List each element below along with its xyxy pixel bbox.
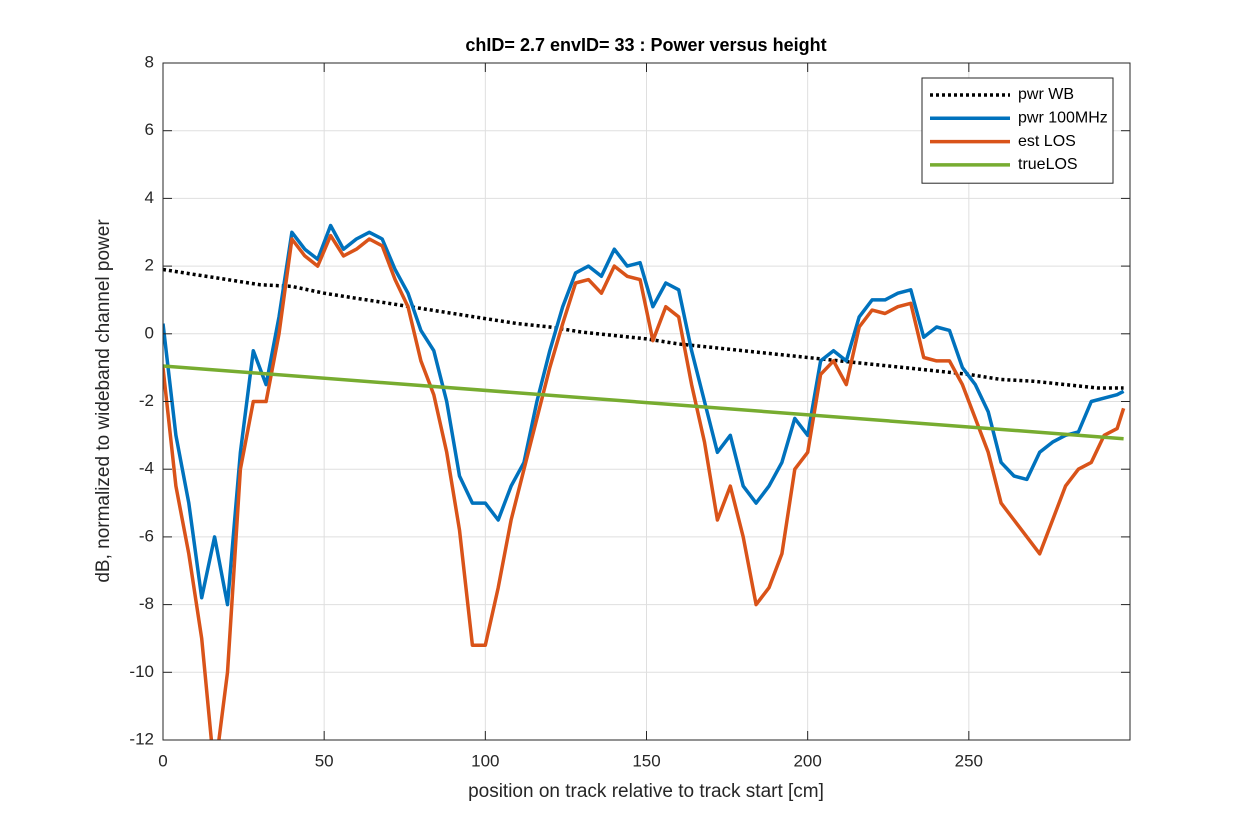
y-tick-label: 4 <box>145 188 154 207</box>
y-tick-label: -4 <box>139 459 154 478</box>
y-tick-label: -8 <box>139 594 154 613</box>
y-tick-label: 6 <box>145 120 154 139</box>
x-tick-label: 50 <box>315 751 334 770</box>
y-axis-label: dB, normalized to wideband channel power <box>93 219 114 583</box>
x-tick-label: 200 <box>793 751 821 770</box>
x-tick-label: 250 <box>955 751 983 770</box>
legend-label: est LOS <box>1018 133 1076 150</box>
data-line <box>163 233 1126 740</box>
x-tick-label: 150 <box>632 751 660 770</box>
legend: pwr WB pwr 100MHz est LOS trueLOS <box>921 77 1114 184</box>
lines <box>163 223 1126 740</box>
y-tick-label: -10 <box>129 662 154 681</box>
legend-box <box>921 77 1114 184</box>
data-line <box>163 267 1124 390</box>
legend-label: pwr WB <box>1018 86 1074 103</box>
y-tick-label: -12 <box>129 729 154 748</box>
ticks: -12 -10 -8 -6 -4 -2 0 2 4 6 8 0 50 100 150 200 250 <box>129 52 1130 770</box>
y-tick-label: 0 <box>145 323 154 342</box>
chart-title: chID= 2.7 envID= 33 : Power versus heigh… <box>465 35 826 55</box>
x-tick-label: 100 <box>471 751 499 770</box>
y-tick-label: 8 <box>145 52 154 71</box>
y-tick-label: -6 <box>139 526 154 545</box>
data-line <box>163 364 1124 441</box>
data-line <box>163 223 1125 607</box>
x-axis-label: position on track relative to track star… <box>468 781 824 802</box>
y-tick-label: 2 <box>145 256 154 275</box>
x-tick-label: 0 <box>158 751 167 770</box>
y-tick-label: -2 <box>139 391 154 410</box>
legend-label: pwr 100MHz <box>1018 110 1108 127</box>
legend-label: trueLOS <box>1018 156 1078 173</box>
